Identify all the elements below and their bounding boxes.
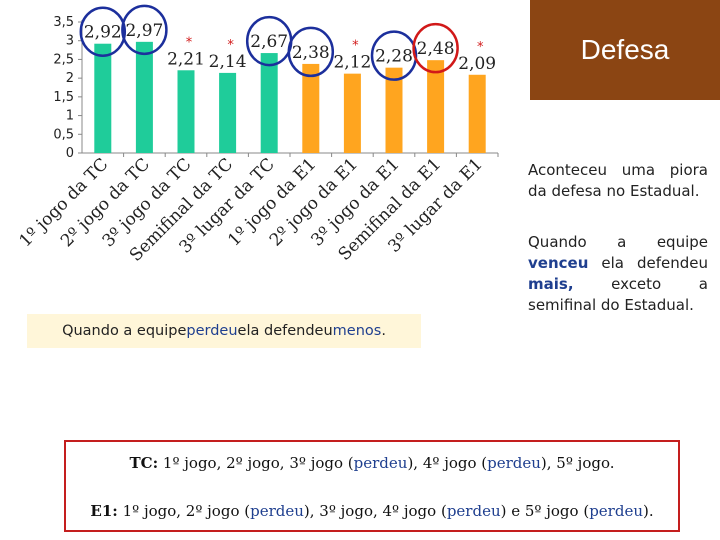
note-emphasis-won: venceu — [528, 254, 589, 272]
y-tick-label: 1,5 — [53, 90, 74, 105]
value-label: 2,21 — [167, 49, 205, 69]
legend-e1-label: E1: — [90, 502, 118, 520]
legend-text: ). — [642, 502, 654, 520]
y-tick-label: 3,5 — [53, 15, 74, 30]
note-text: ela defendeu — [588, 254, 708, 272]
legend-e1-line: E1: 1º jogo, 2º jogo (perdeu), 3º jogo, … — [66, 502, 678, 520]
legend-text: ), 4º jogo ( — [407, 454, 488, 472]
value-label: 2,48 — [417, 39, 455, 59]
note-emphasis-more: mais, — [528, 275, 574, 293]
legend-lost: perdeu — [589, 502, 643, 520]
slide-title: Defesa — [530, 0, 720, 100]
legend-text: ), 5º jogo. — [540, 454, 615, 472]
bar — [427, 60, 445, 154]
bar — [385, 67, 403, 153]
note-lost-defended-less: Quando a equipe perdeu ela defendeu meno… — [27, 314, 421, 348]
y-tick-label: 0 — [66, 146, 74, 161]
value-label: 2,12 — [333, 53, 371, 73]
highlight-circle — [370, 30, 418, 81]
highlight-circle — [412, 22, 459, 74]
highlight-circle — [121, 4, 168, 56]
value-label: 2,92 — [84, 23, 122, 43]
legend-tc-label: TC: — [129, 454, 159, 472]
y-tick-label: 1 — [66, 109, 74, 124]
note-text: Quando a equipe — [528, 233, 708, 251]
legend-tc-line: TC: 1º jogo, 2º jogo, 3º jogo (perdeu), … — [66, 454, 678, 472]
y-tick-label: 0,5 — [53, 127, 74, 142]
note-worsening: Aconteceu uma piora da defesa no Estadua… — [528, 161, 708, 200]
legend-text: 1º jogo, 2º jogo, 3º jogo ( — [158, 454, 354, 472]
note-text: Quando a equipe — [62, 323, 187, 339]
significance-asterisk: * — [186, 35, 193, 50]
bar — [343, 73, 361, 153]
value-label: 2,14 — [209, 52, 247, 72]
legend-text: 1º jogo, 2º jogo ( — [117, 502, 251, 520]
significance-asterisk: * — [352, 39, 359, 54]
bar — [94, 43, 112, 153]
y-tick-label: 2,5 — [53, 52, 74, 67]
note-text: . — [381, 323, 386, 339]
value-label: 2,28 — [375, 47, 413, 67]
highlight-circle — [287, 26, 335, 78]
bar — [260, 53, 278, 153]
value-label: 2,09 — [458, 54, 496, 74]
value-label: 2,97 — [125, 21, 163, 41]
legend-lost: perdeu — [353, 454, 408, 472]
bar — [177, 70, 195, 153]
legend-lost: perdeu — [446, 502, 501, 520]
significance-asterisk: * — [477, 40, 484, 55]
bar — [219, 72, 237, 153]
y-tick-label: 3 — [66, 34, 74, 49]
significance-asterisk: * — [227, 38, 234, 53]
value-label: 2,67 — [250, 32, 288, 52]
legend-lost: perdeu — [487, 454, 541, 472]
legend-lost: perdeu — [250, 502, 304, 520]
bar — [468, 74, 486, 153]
note-text: exceto a semifinal do Estadual. — [528, 275, 708, 314]
note-text: ela defendeu — [237, 323, 333, 339]
y-tick-label: 2 — [66, 71, 74, 86]
bar — [302, 63, 320, 153]
note-emphasis-less: menos — [332, 323, 382, 339]
games-legend-box: TC: 1º jogo, 2º jogo, 3º jogo (perdeu), … — [64, 440, 680, 532]
bar — [135, 41, 153, 153]
value-label: 2,38 — [292, 43, 330, 63]
note-emphasis-lost: perdeu — [186, 323, 238, 339]
note-won-defended-more: Quando a equipe venceu ela defendeu mais… — [528, 232, 708, 316]
legend-text: ), 3º jogo, 4º jogo ( — [303, 502, 447, 520]
highlight-circle — [79, 6, 127, 57]
legend-text: ) e 5º jogo ( — [500, 502, 590, 520]
